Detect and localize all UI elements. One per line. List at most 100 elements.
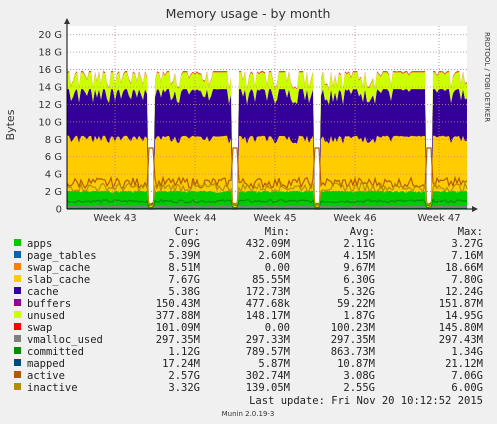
y-axis-arrow-icon [64,18,70,24]
legend-swatch [14,323,21,330]
y-tick-label: 10 G [38,117,62,128]
legend-value-min: 297.33M [246,334,290,346]
x-axis-arrow-icon [472,206,478,212]
y-tick-label: 12 G [38,100,62,111]
legend-value-cur: 17.24M [162,358,200,370]
legend-swatch [14,275,21,282]
legend: Cur: Min: Avg: Max: apps 2.09G 432.09M 2.11G 3.2… [14,226,483,394]
legend-value-avg: 10.87M [337,358,375,370]
legend-value-cur: 1.12G [168,346,200,358]
legend-value-max: 297.43M [439,334,483,346]
line-vmalloc_used [66,205,468,210]
area-slab_cache [67,135,467,209]
x-tick-label: Week 45 [253,213,296,224]
legend-series-name: apps [27,238,52,250]
legend-series-name: swap [27,322,52,334]
y-tick-label: 2 G [45,187,62,198]
legend-series-name: committed [27,346,84,358]
legend-value-max: 21.12M [445,358,483,370]
area-cache [67,89,467,206]
legend-value-min: 0.00 [265,322,290,334]
legend-swatch [14,311,21,318]
munin-version: Munin 2.0.19-3 [222,410,275,418]
y-tick-label: 20 G [38,30,62,41]
legend-value-cur: 7.67G [168,274,200,286]
legend-swatch [14,359,21,366]
y-tick-label: 16 G [38,65,62,76]
legend-value-cur: 297.35M [156,334,200,346]
legend-swatch [14,371,21,378]
x-tick-label: Week 46 [333,213,376,224]
legend-value-max: 12.24G [445,286,483,298]
x-tick-label: Week 44 [173,213,216,224]
legend-series-name: unused [27,310,65,322]
legend-header: Min: [265,226,290,238]
legend-series-name: page_tables [27,250,97,262]
legend-value-max: 7.06G [451,370,483,382]
y-tick-label: 6 G [45,152,62,163]
legend-value-max: 7.80G [451,274,483,286]
legend-value-min: 432.09M [246,238,290,250]
legend-value-min: 85.55M [252,274,290,286]
grid-lines [67,26,467,209]
y-tick-labels: 0 2 G 4 G 6 G 8 G 10 G 12 G 14 G 16 G 18 G 20 G [38,30,62,215]
legend-value-avg: 297.35M [331,334,375,346]
chart-title: Memory usage - by month [166,6,331,21]
legend-value-avg: 2.11G [343,238,375,250]
legend-value-cur: 8.51M [168,262,200,274]
legend-value-min: 2.60M [258,250,290,262]
legend-value-cur: 2.57G [168,370,200,382]
legend-value-cur: 5.39M [168,250,200,262]
y-tick-label: 4 G [45,170,62,181]
legend-value-avg: 1.87G [343,310,375,322]
legend-value-min: 302.74M [246,370,290,382]
legend-value-cur: 377.88M [156,310,200,322]
line-inactive [66,180,468,207]
legend-value-cur: 101.09M [156,322,200,334]
legend-series-name: swap_cache [27,262,90,274]
legend-value-avg: 6.30G [343,274,375,286]
legend-series-name: mapped [27,358,65,370]
y-axis-label: Bytes [4,109,17,140]
legend-value-min: 0.00 [265,262,290,274]
legend-swatch [14,251,21,258]
legend-series-name: slab_cache [27,274,90,286]
legend-value-cur: 5.38G [168,286,200,298]
legend-value-cur: 150.43M [156,298,200,310]
last-update-text: Last update: Fri Nov 20 10:12:52 2015 [249,395,483,407]
legend-value-max: 1.34G [451,346,483,358]
legend-value-max: 6.00G [451,382,483,394]
legend-value-avg: 59.22M [337,298,375,310]
legend-series-name: vmalloc_used [27,334,103,346]
line-committed [66,198,468,209]
legend-value-min: 5.87M [258,358,290,370]
legend-value-avg: 863.73M [331,346,375,358]
legend-swatch [14,383,21,390]
y-tick-label: 14 G [38,83,62,94]
legend-header: Max: [458,226,483,238]
legend-value-min: 477.68k [246,298,291,310]
legend-value-min: 139.05M [246,382,290,394]
x-tick-labels: Week 43 Week 44 Week 45 Week 46 Week 47 [93,213,460,224]
legend-value-avg: 4.15M [343,250,375,262]
legend-swatch [14,299,21,306]
legend-series-name: active [27,370,65,382]
legend-swatch [14,347,21,354]
legend-value-cur: 2.09G [168,238,200,250]
x-tick-label: Week 43 [93,213,136,224]
legend-value-avg: 100.23M [331,322,375,334]
legend-value-min: 172.73M [246,286,290,298]
legend-value-avg: 3.08G [343,370,375,382]
area-apps [67,190,467,209]
legend-value-max: 14.95G [445,310,483,322]
legend-value-max: 3.27G [451,238,483,250]
y-tick-label: 18 G [38,48,62,59]
rrdtool-credit: RRDTOOL / TOBI OETIKER [483,32,491,122]
series-areas [66,71,468,210]
legend-series-name: buffers [27,298,71,310]
legend-swatch [14,287,21,294]
legend-value-avg: 2.55G [343,382,375,394]
legend-value-avg: 9.67M [343,262,375,274]
line-active [66,147,468,190]
area-unused [67,72,467,204]
